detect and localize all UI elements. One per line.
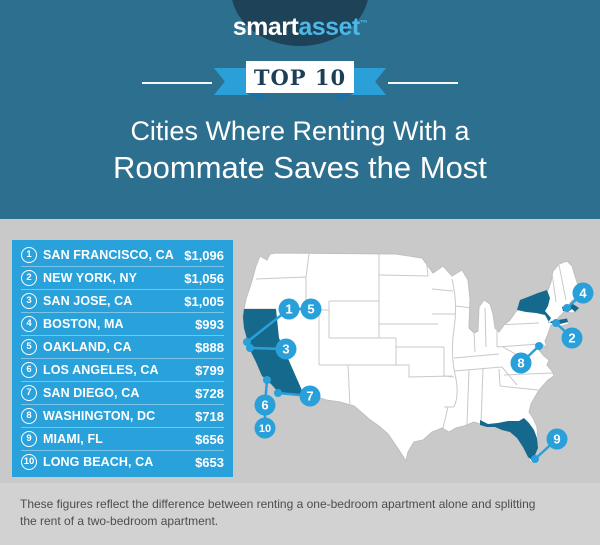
city-dots: [243, 304, 571, 463]
logo-smart: smart: [232, 13, 299, 41]
savings-value: $888: [195, 339, 224, 355]
map-badge-3: 3: [275, 338, 297, 360]
rank-number: 7: [21, 385, 37, 401]
city-label: LONG BEACH, CA: [43, 455, 154, 469]
map-badge-10: 10: [254, 417, 276, 439]
city-label: MIAMI, FL: [43, 432, 103, 446]
state-florida: [480, 418, 538, 461]
city-label: NEW YORK, NY: [43, 271, 138, 285]
svg-text:4: 4: [579, 286, 587, 301]
map-badge-1: 1: [278, 298, 300, 320]
rank-number: 5: [21, 339, 37, 355]
smartasset-logo: smartasset™: [0, 13, 600, 42]
map-badge-4: 4: [572, 282, 594, 304]
city-label: BOSTON, MA: [43, 317, 124, 331]
trademark-symbol: ™: [359, 18, 368, 28]
rank-number: 3: [21, 293, 37, 309]
map-badge-9: 9: [546, 428, 568, 450]
map-badge-7: 7: [299, 385, 321, 407]
svg-text:1: 1: [285, 302, 292, 317]
rank-number: 2: [21, 270, 37, 286]
page-title: Cities Where Renting With a Roommate Sav…: [0, 114, 600, 188]
svg-text:8: 8: [517, 356, 524, 371]
rank-number: 1: [21, 247, 37, 263]
rank-number: 6: [21, 362, 37, 378]
ribbon-right-line: [388, 82, 458, 84]
savings-value: $656: [195, 431, 224, 447]
list-item: 9 MIAMI, FL $656: [21, 428, 224, 451]
map-badge-2: 2: [561, 327, 583, 349]
city-label: SAN JOSE, CA: [43, 294, 133, 308]
main-section: 1 SAN FRANCISCO, CA $1,096 2 NEW YORK, NY $1…: [0, 219, 600, 483]
ribbon-left-fold: [246, 93, 263, 102]
rank-number: 10: [21, 454, 37, 470]
dot-san-diego: [274, 389, 282, 397]
savings-value: $1,056: [184, 270, 224, 286]
top10-ribbon: TOP 10: [142, 61, 458, 109]
map-badge-6: 6: [254, 394, 276, 416]
map-badges: 1 5 3 6 10 7 4 2 8 9: [254, 282, 594, 450]
dot-boston: [563, 304, 571, 312]
svg-text:3: 3: [282, 342, 289, 357]
dot-washington-dc: [535, 342, 543, 350]
list-item: 7 SAN DIEGO, CA $728: [21, 382, 224, 405]
ribbon-label: TOP 10: [246, 61, 354, 93]
rank-number: 8: [21, 408, 37, 424]
ribbon-left-band: [214, 68, 250, 95]
savings-value: $1,096: [184, 247, 224, 263]
svg-text:9: 9: [553, 432, 560, 447]
us-map: 1 5 3 6 10 7 4 2 8 9: [242, 252, 594, 464]
savings-value: $728: [195, 385, 224, 401]
list-item: 4 BOSTON, MA $993: [21, 313, 224, 336]
list-item: 2 NEW YORK, NY $1,056: [21, 267, 224, 290]
svg-text:6: 6: [261, 398, 268, 413]
dot-oakland-san-jose: [246, 344, 254, 352]
city-label: SAN DIEGO, CA: [43, 386, 140, 400]
savings-value: $993: [195, 316, 224, 332]
rank-number: 9: [21, 431, 37, 447]
list-item: 6 LOS ANGELES, CA $799: [21, 359, 224, 382]
dot-new-york: [552, 319, 560, 327]
list-item: 10 LONG BEACH, CA $653: [21, 451, 224, 473]
ranking-list: 1 SAN FRANCISCO, CA $1,096 2 NEW YORK, NY $1…: [12, 240, 233, 477]
list-item: 5 OAKLAND, CA $888: [21, 336, 224, 359]
svg-text:2: 2: [568, 331, 575, 346]
svg-text:7: 7: [306, 389, 313, 404]
title-line-1: Cities Where Renting With a: [130, 116, 470, 146]
footnote-line-1: These figures reflect the difference bet…: [20, 497, 536, 511]
map-badge-8: 8: [510, 352, 532, 374]
city-label: WASHINGTON, DC: [43, 409, 156, 423]
dot-san-francisco: [243, 338, 251, 346]
dot-miami: [531, 455, 539, 463]
savings-value: $1,005: [184, 293, 224, 309]
logo-asset: asset: [298, 13, 360, 41]
svg-text:5: 5: [307, 302, 314, 317]
title-line-2: Roommate Saves the Most: [113, 150, 487, 185]
ribbon-right-band: [350, 68, 386, 95]
ribbon-right-fold: [337, 93, 354, 102]
dot-los-angeles: [263, 376, 271, 384]
header-section: smartasset™ TOP 10 Cities Where Renting …: [0, 0, 600, 219]
map-badge-5: 5: [300, 298, 322, 320]
list-item: 8 WASHINGTON, DC $718: [21, 405, 224, 428]
savings-value: $718: [195, 408, 224, 424]
city-label: LOS ANGELES, CA: [43, 363, 159, 377]
footnote-section: These figures reflect the difference bet…: [0, 483, 600, 545]
list-item: 3 SAN JOSE, CA $1,005: [21, 290, 224, 313]
rank-number: 4: [21, 316, 37, 332]
svg-text:10: 10: [259, 423, 271, 435]
city-label: OAKLAND, CA: [43, 340, 132, 354]
state-new-york: [517, 290, 568, 325]
ribbon-left-line: [142, 82, 212, 84]
savings-value: $653: [195, 454, 224, 470]
state-california: [243, 309, 304, 395]
city-label: SAN FRANCISCO, CA: [43, 248, 174, 262]
savings-value: $799: [195, 362, 224, 378]
list-item: 1 SAN FRANCISCO, CA $1,096: [21, 244, 224, 267]
footnote-line-2: the rent of a two-bedroom apartment.: [20, 514, 219, 528]
